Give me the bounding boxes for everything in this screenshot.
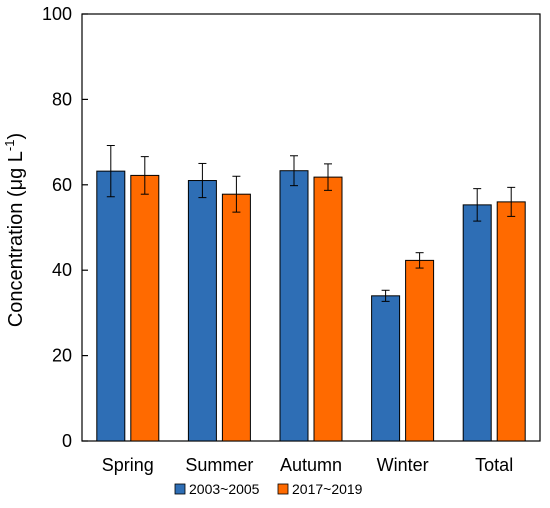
bar — [187, 180, 217, 442]
legend-item: 2017~2019 — [277, 481, 363, 497]
legend-swatch — [277, 483, 289, 495]
error-bar — [324, 163, 332, 191]
y-tick-label: 40 — [52, 260, 72, 280]
error-bar — [140, 156, 149, 195]
y-tick-label: 20 — [52, 346, 72, 366]
error-bar — [106, 145, 115, 198]
y-tick-label: 60 — [52, 175, 72, 195]
bar — [462, 204, 492, 442]
y-tick-label: 0 — [62, 431, 72, 451]
bar — [496, 201, 526, 442]
error-bar — [198, 162, 207, 199]
y-axis-title: Concentration (μg L-1) — [2, 133, 27, 327]
bar — [279, 170, 309, 442]
error-bar — [381, 289, 390, 302]
bar — [371, 295, 401, 442]
y-tick-label: 80 — [52, 89, 72, 109]
bar — [96, 170, 126, 442]
error-bar — [473, 188, 482, 222]
bar — [405, 259, 435, 442]
legend-label: 2017~2019 — [292, 481, 363, 497]
legend-label: 2003~2005 — [189, 481, 260, 497]
x-category-label: Spring — [102, 455, 154, 475]
legend-swatch — [174, 483, 186, 495]
error-bar — [507, 186, 516, 217]
legend-item: 2003~2005 — [174, 481, 260, 497]
error-bar — [290, 155, 298, 187]
x-category-label: Total — [475, 455, 513, 475]
error-bar — [415, 252, 424, 269]
error-bar — [232, 175, 241, 213]
plot-frame — [81, 13, 541, 442]
y-tick-label: 100 — [42, 4, 72, 24]
bar — [221, 193, 251, 442]
bar — [313, 176, 343, 442]
bar — [130, 174, 160, 442]
x-category-label: Winter — [377, 455, 429, 475]
x-category-label: Autumn — [280, 455, 342, 475]
x-category-label: Summer — [185, 455, 253, 475]
